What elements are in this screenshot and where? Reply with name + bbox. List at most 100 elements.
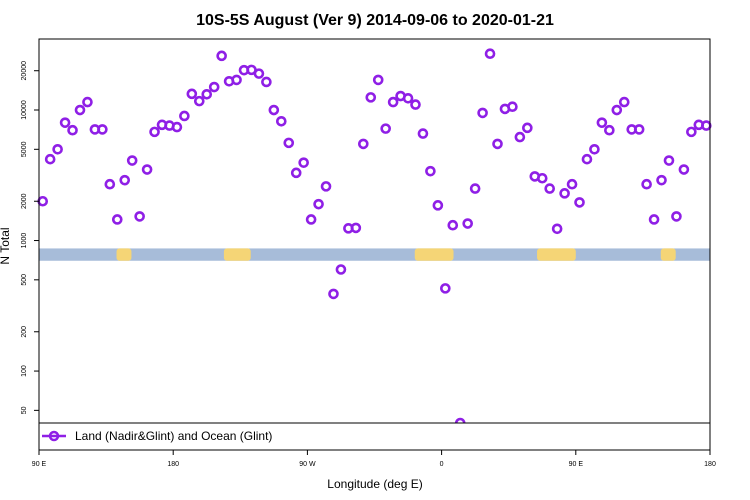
data-point [462,218,473,229]
data-point [581,153,593,165]
data-point [365,92,377,103]
land-patch [223,248,251,261]
data-point [514,131,526,143]
data-point [149,126,160,138]
data-point [484,48,496,60]
legend: Land (Nadir&Glint) and Ocean (Glint) [38,422,711,451]
land-patch [537,248,576,261]
data-point [179,110,190,122]
data-point [469,183,481,194]
x-axis-label: Longitude (deg E) [327,477,422,491]
data-point [104,178,116,190]
data-point [544,183,556,194]
data-point [44,153,56,165]
data-point [290,167,302,179]
data-point [193,95,205,107]
data-point [372,74,384,86]
data-point [551,223,563,235]
legend-entry-label: Land (Nadir&Glint) and Ocean (Glint) [75,429,272,443]
land-patch [414,248,454,261]
data-point [648,214,660,225]
y-tick-label: 500 [21,274,28,286]
data-point [387,96,399,108]
data-point [611,104,623,116]
data-point [52,144,63,155]
data-point [37,195,49,207]
x-tick-label: 90 E [32,461,47,468]
data-point [477,107,488,119]
data-point [425,165,436,177]
x-tick-label: 90 E [569,461,584,468]
land-patch [660,248,676,261]
data-point [536,172,548,184]
data-point [74,104,86,116]
data-point [350,222,362,234]
x-tick-label: 90 W [299,461,316,468]
data-point [604,124,615,136]
data-point [305,214,317,225]
data-point [231,74,242,86]
data-point [97,124,108,135]
data-point [119,174,131,186]
data-point [566,178,578,190]
data-point [261,76,272,88]
data-point [417,128,429,139]
data-point [559,188,570,199]
data-point [410,99,421,110]
y-tick-label: 20000 [21,61,28,81]
data-point [522,122,533,134]
data-point [641,178,652,190]
data-point [67,124,78,136]
data-point [186,88,198,100]
data-point [618,96,630,108]
data-point [253,68,265,79]
chart-title: 10S-5S August (Ver 9) 2014-09-06 to 2020… [196,12,554,29]
data-point [492,138,503,150]
ocean-band [39,248,710,261]
data-point [380,123,391,134]
data-point [298,157,309,168]
data-point [678,164,690,175]
x-tick-label: 180 [167,461,179,468]
data-point [656,174,667,186]
y-tick-label: 1000 [21,233,28,249]
data-point [268,104,280,116]
legend-marker-swatch [48,430,60,442]
data-point [134,211,145,222]
data-point [335,264,347,275]
y-tick-label: 100 [21,365,28,377]
data-point [283,137,295,149]
data-point [358,138,369,150]
data-point [700,120,712,131]
y-tick-label: 2000 [21,193,28,209]
data-point [402,92,414,104]
data-point [171,121,183,133]
y-axis-label: N Total [0,227,12,264]
data-point [507,101,518,113]
data-point [111,214,123,225]
data-point [663,155,675,166]
data-point [201,88,213,100]
data-point [276,115,287,127]
data-point [432,200,444,211]
data-point [126,155,138,166]
data-point [440,283,451,294]
world-map-band [39,248,710,261]
data-points [37,48,712,429]
y-axis-ticks: 50 100 200 500 1000 2000 5000 10000 20000 [21,61,39,414]
y-tick-label: 200 [21,326,28,338]
legend-box [38,422,711,451]
data-point [59,117,71,128]
y-tick-label: 50 [21,406,28,414]
y-tick-label: 5000 [21,141,28,157]
data-point [574,197,585,208]
data-point [320,181,332,192]
data-point [447,219,459,231]
data-point [82,96,93,108]
x-tick-label: 0 [440,461,444,468]
data-point [686,126,697,138]
y-tick-label: 10000 [21,100,28,120]
data-point [313,198,324,210]
data-point [589,144,600,155]
